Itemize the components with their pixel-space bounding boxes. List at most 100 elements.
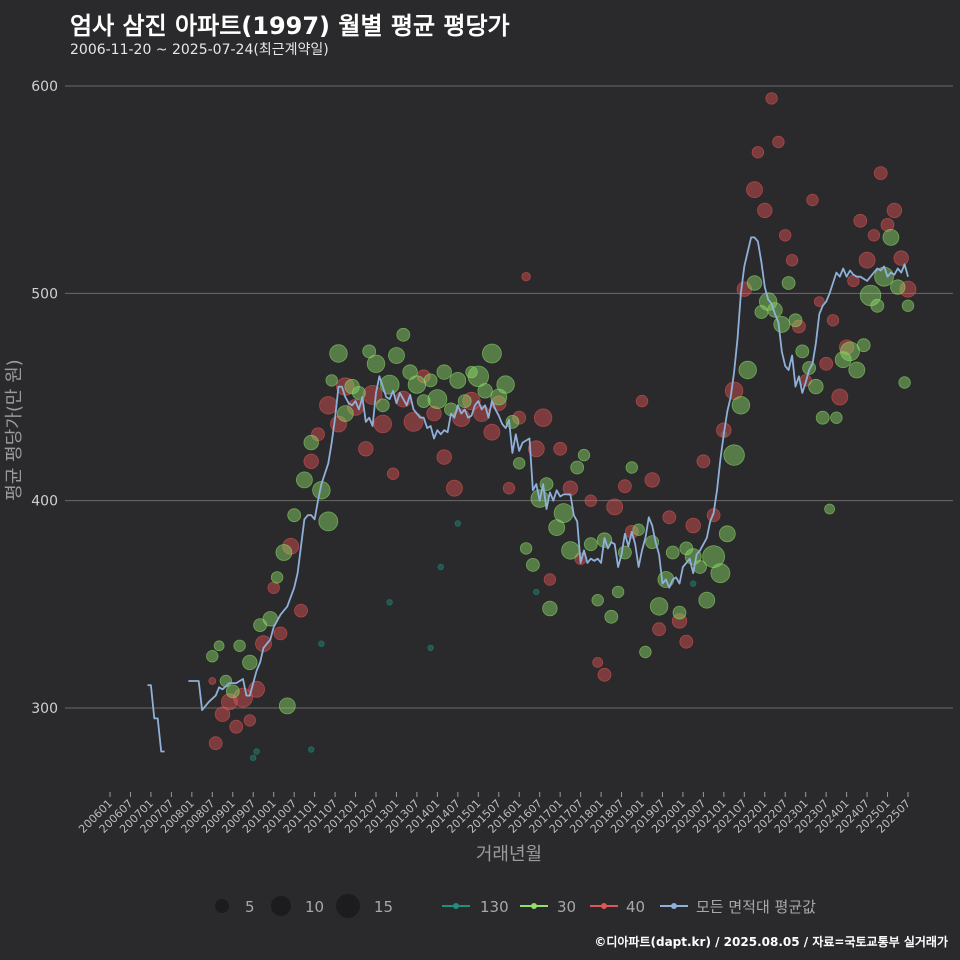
data-point-40 <box>785 254 799 267</box>
data-point-30 <box>206 650 219 663</box>
data-point-30 <box>477 383 493 399</box>
data-point-40 <box>208 677 217 685</box>
data-point-30 <box>870 298 885 313</box>
data-point-40 <box>543 573 557 586</box>
data-point-30 <box>649 597 669 616</box>
data-point-30 <box>270 571 284 584</box>
data-point-30 <box>325 374 338 387</box>
data-point-30 <box>746 275 763 291</box>
data-point-30 <box>423 373 438 388</box>
data-point-130 <box>427 644 434 652</box>
data-point-40 <box>858 251 876 269</box>
legend-40-dot <box>601 903 607 909</box>
data-point-130 <box>253 748 260 755</box>
data-point-30 <box>577 448 591 462</box>
data-point-40 <box>644 472 660 488</box>
data-point-40 <box>386 467 400 480</box>
data-point-40 <box>792 319 806 334</box>
page-title: 엄사 삼진 아파트(1997) 월별 평균 평당가 <box>70 12 510 40</box>
data-point-40 <box>696 454 711 469</box>
legend-130-dot <box>453 903 459 909</box>
data-point-30 <box>591 594 604 607</box>
average-line-segment-0 <box>147 684 165 753</box>
y-tick-labels: 300 400 500 600 <box>31 79 58 717</box>
data-point-30 <box>702 545 725 568</box>
data-point-30 <box>781 276 796 290</box>
data-point-130 <box>437 563 444 571</box>
data-point-30 <box>388 347 405 364</box>
data-point-30 <box>375 398 390 413</box>
legend-size-15 <box>336 894 360 918</box>
data-point-30 <box>731 396 751 415</box>
page-subtitle: 2006-11-20 ~ 2025-07-24(최근계약일) <box>70 42 329 58</box>
data-point-30 <box>366 354 386 374</box>
data-point-30 <box>848 361 866 379</box>
data-point-30 <box>225 684 240 699</box>
data-point-40 <box>662 510 677 525</box>
data-point-30 <box>318 511 339 532</box>
data-point-30 <box>467 365 490 388</box>
data-point-40 <box>403 411 424 432</box>
data-point-40 <box>426 405 442 422</box>
data-point-40 <box>416 369 431 384</box>
data-point-40 <box>652 622 666 637</box>
data-point-40 <box>597 667 612 682</box>
data-point-30 <box>303 434 319 451</box>
data-point-40 <box>373 414 393 434</box>
data-point-40 <box>893 250 909 266</box>
data-point-30 <box>465 365 478 379</box>
data-point-30 <box>449 371 467 389</box>
data-point-40 <box>358 441 374 457</box>
data-point-30 <box>815 410 830 425</box>
data-point-30 <box>611 585 625 599</box>
data-point-40 <box>679 634 694 649</box>
x-tick-labels: 2006012006072007012007072008012008072009… <box>76 792 913 836</box>
legend-30-dot <box>531 903 537 909</box>
data-point-40 <box>319 396 338 415</box>
legend-size-5 <box>215 899 229 913</box>
data-point-40 <box>685 517 701 534</box>
data-point-30 <box>840 341 860 362</box>
data-point-40 <box>606 498 624 516</box>
legend-avg-label: 모든 면적대 평균값 <box>696 898 816 916</box>
data-point-30 <box>672 605 687 620</box>
data-point-40 <box>826 314 840 327</box>
data-point-30 <box>213 640 225 652</box>
data-point-130 <box>454 520 461 527</box>
average-line-segment-1 <box>188 236 909 711</box>
data-point-30 <box>874 266 894 287</box>
data-point-40 <box>553 441 568 456</box>
data-point-40 <box>229 719 244 734</box>
data-point-30 <box>295 471 313 489</box>
data-point-30 <box>808 378 824 395</box>
legend-30-label: 30 <box>557 898 576 916</box>
data-point-40 <box>671 613 688 629</box>
data-point-30 <box>718 525 736 543</box>
data-point-40 <box>757 202 773 219</box>
legend-40-label: 40 <box>626 898 645 916</box>
data-point-30 <box>233 639 246 653</box>
footer-credit: ©디아파트(dapt.kr) / 2025.08.05 / 자료=국토교통부 실… <box>594 935 948 949</box>
data-point-30 <box>639 645 652 659</box>
data-point-40 <box>618 479 632 494</box>
legend-size-15-label: 15 <box>374 898 393 916</box>
data-point-40 <box>853 213 868 228</box>
data-point-40 <box>592 657 604 668</box>
y-tick-500: 500 <box>31 286 58 302</box>
data-point-30 <box>275 544 293 561</box>
data-point-130 <box>533 588 540 596</box>
data-point-40 <box>819 356 834 371</box>
data-point-30 <box>882 228 900 246</box>
data-point-40 <box>483 423 501 441</box>
data-point-130 <box>318 640 325 647</box>
data-point-40 <box>282 537 300 555</box>
data-point-30 <box>890 279 906 295</box>
data-point-30 <box>336 405 354 423</box>
series-30-points <box>206 228 915 715</box>
data-point-30 <box>738 360 757 380</box>
legend-size-5-label: 5 <box>245 898 255 916</box>
y-axis-label: 평균 평당가(만 원) <box>4 359 25 500</box>
data-point-30 <box>242 654 258 671</box>
data-point-40 <box>273 626 288 641</box>
